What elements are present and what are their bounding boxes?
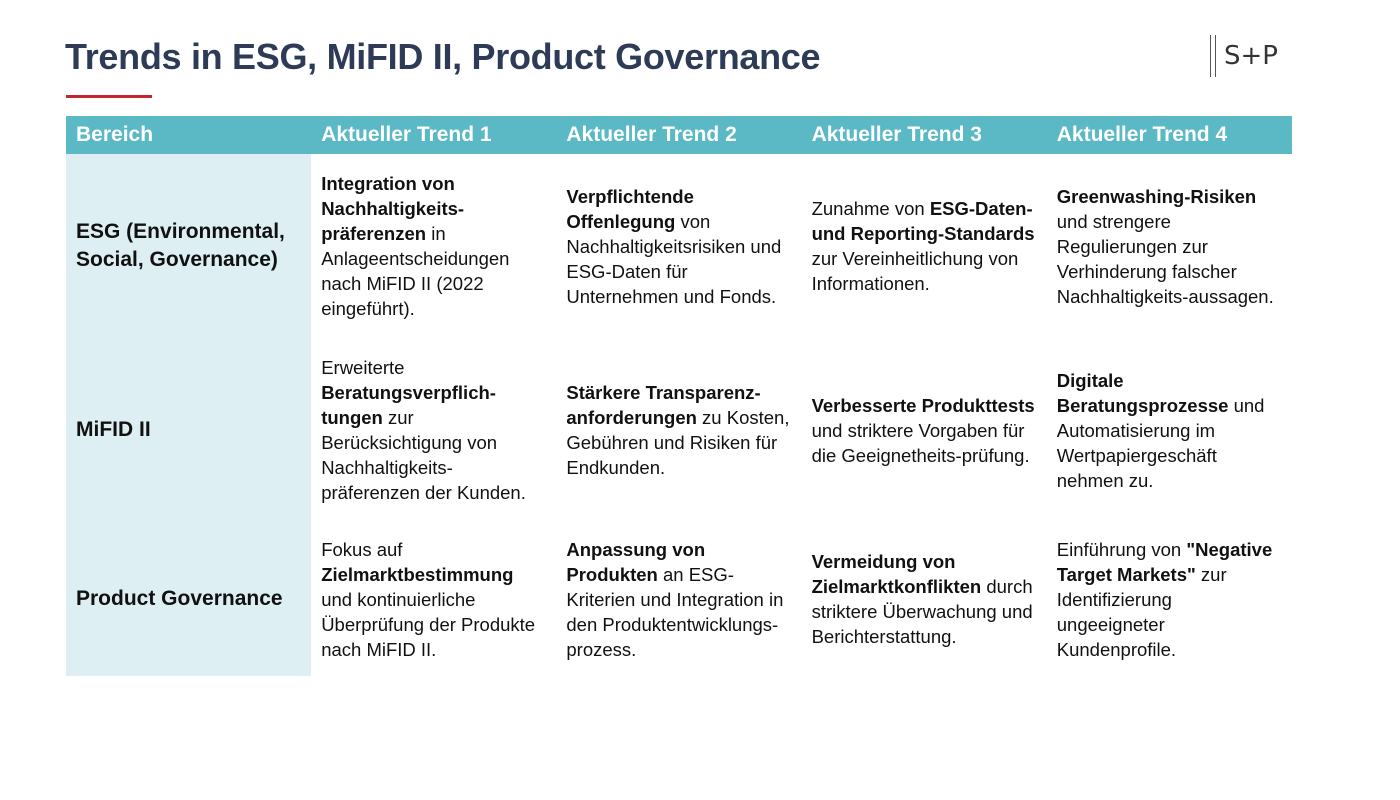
logo-text: S+P [1224,41,1278,71]
table-header-row: Bereich Aktueller Trend 1 Aktueller Tren… [66,116,1292,154]
header-trend-2: Aktueller Trend 2 [556,116,802,154]
trend-cell: Anpassung von Produkten an ESG-Kriterien… [556,522,801,676]
trend-text: zur Vereinheitlichung von Informationen. [811,248,1019,294]
table-row: ESG (Environmental, Social, Governance) … [66,154,1292,338]
trend-prefix: Fokus auf [321,538,403,560]
trend-text: in Anlageentscheidungen nach MiFID II (2… [321,223,510,319]
trend-prefix: Einführung von [1056,538,1187,560]
trend-prefix: Zunahme von [811,198,930,219]
trend-cell: Erweiterte Beratungsverpflich-tungen zur… [311,338,556,522]
table-row: MiFID II Erweiterte Beratungsverpflich-t… [66,338,1292,522]
trend-emphasis: Verbesserte Produkttests [811,394,1035,416]
trend-text: und strengere Regulierungen zur Verhinde… [1056,210,1274,307]
trend-cell: Zunahme von ESG-Daten- und Reporting-Sta… [802,154,1047,338]
trend-cell: Fokus auf Zielmarktbestimmung und kontin… [311,522,556,676]
trend-text: von Nachhaltigkeitsrisiken und ESG-Daten… [566,210,782,307]
trend-emphasis: Anpassung von Produkten [566,538,706,585]
trend-text: durch striktere Überwachung und Berichte… [811,576,1033,647]
trend-emphasis: Beratungsverpflich-tungen [321,382,496,428]
trend-cell: Verbesserte Produkttests und striktere V… [802,338,1047,522]
title-underline [66,95,152,98]
trend-cell: Integration von Nachhaltigkeits-präferen… [311,154,556,338]
trend-emphasis: Vermeidung von Zielmarktkonflikten [811,551,982,597]
header-trend-3: Aktueller Trend 3 [801,116,1047,154]
trend-emphasis: Verpflichtende Offenlegung [566,185,694,232]
trend-cell: Stärkere Transparenz-anforderungen zu Ko… [556,338,801,522]
trend-emphasis: Zielmarktbestimmung [321,563,514,585]
trend-cell: Digitale Beratungsprozesse und Automatis… [1047,338,1292,522]
trend-prefix: Erweiterte [321,357,405,378]
trend-text: und striktere Vorgaben für die Geeigneth… [811,419,1030,466]
trend-text: und Automatisierung im Wertpapiergeschäf… [1056,394,1265,491]
header-trend-4: Aktueller Trend 4 [1046,116,1292,154]
trend-text: und kontinuierliche Überprüfung der Prod… [321,588,536,660]
area-cell: MiFID II [66,338,312,522]
trend-emphasis: Stärkere Transparenz-anforderungen [566,382,761,428]
logo-bar [1215,35,1216,77]
trend-text: zur Identifizierung ungeeigneter Kundenp… [1056,563,1227,660]
trend-cell: Einführung von "Negative Target Markets"… [1047,522,1292,676]
table-row: Product Governance Fokus auf Zielmarktbe… [66,522,1292,676]
trend-text: zur Berücksichtigung von Nachhaltigkeits… [321,407,526,503]
trend-text: an ESG-Kriterien und Integration in den … [566,563,784,660]
slide-title: Trends in ESG, MiFID II, Product Governa… [65,36,821,77]
trend-emphasis: Digitale Beratungsprozesse [1056,369,1229,416]
trend-cell: Verpflichtende Offenlegung von Nachhalti… [556,154,801,338]
area-cell: ESG (Environmental, Social, Governance) [66,154,312,338]
logo: S+P [1210,34,1278,78]
logo-bar [1210,35,1211,77]
trend-emphasis: "Negative Target Markets" [1056,538,1273,585]
trend-emphasis: ESG-Daten- und Reporting-Standards [811,198,1035,244]
header-trend-1: Aktueller Trend 1 [311,116,557,154]
trend-emphasis: Greenwashing-Risiken [1056,185,1257,207]
header-bereich: Bereich [66,116,312,154]
trends-table: Bereich Aktueller Trend 1 Aktueller Tren… [66,116,1292,676]
trend-text: zu Kosten, Gebühren und Risiken für Endk… [566,407,790,478]
trend-cell: Greenwashing-Risiken und strengere Regul… [1047,154,1292,338]
trend-cell: Vermeidung von Zielmarktkonflikten durch… [802,522,1047,676]
trend-emphasis: Integration von Nachhaltigkeits-präferen… [321,173,465,244]
area-cell: Product Governance [66,522,312,676]
